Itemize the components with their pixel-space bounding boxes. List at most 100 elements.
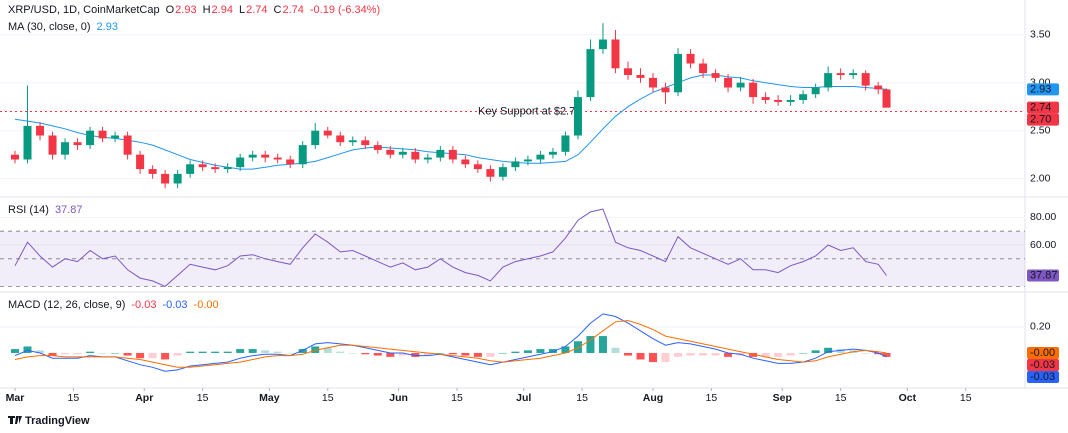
candle-body [786,99,795,102]
macd-histogram-bar [261,350,270,353]
legend: XRP/USD, 1D, CoinMarketCap O2.93 H2.94 L2.7… [8,4,380,16]
candle-body [861,73,870,86]
candle-body [699,63,708,74]
candle-body [361,140,370,146]
candle-body [373,145,382,150]
rsi-line [14,208,887,287]
legend-item: 37.87 [55,204,83,216]
x-tick-label: Apr [135,392,153,404]
macd-histogram-bar [86,351,95,353]
legend-item: 2.94 [212,4,233,16]
candle-body [498,167,507,177]
x-tick-label: Aug [643,392,663,404]
macd-histogram-bar [436,352,445,354]
macd-histogram-bar [511,351,520,353]
candle-body [461,159,470,165]
x-tick-label: 15 [576,392,588,404]
candle-body [398,151,407,155]
macd-histogram-bar [36,350,45,353]
price-badge-label: -0.00 [1030,347,1055,359]
x-tick-label: 15 [960,392,972,404]
legend-item: 2.74 [246,4,267,16]
macd-histogram-bar [311,346,320,353]
candle-body [323,130,332,136]
macd-histogram-bar [786,352,795,356]
candle-body [148,169,157,174]
macd-histogram-bar [774,352,783,357]
price-badge-label: 2.70 [1030,114,1051,126]
candle-body [198,164,207,168]
legend-item: 2.93 [175,4,196,16]
x-tick-label: 15 [451,392,463,404]
macd-histogram-bar [211,351,220,353]
macd-histogram-bar [649,352,658,363]
candle-body [98,130,107,139]
macd-histogram-bar [223,351,232,353]
candle-body [711,73,720,78]
legend-item: MA (30, close, 0) [8,21,91,33]
candle-body [536,154,545,160]
macd-histogram-bar [636,352,645,360]
candle-body [261,154,270,158]
candle-body [636,75,645,78]
x-tick-label: 15 [322,392,334,404]
x-tick-label: 15 [197,392,209,404]
price-badge [1027,370,1059,383]
candle-body [486,169,495,177]
macd-histogram-bar [536,349,545,353]
legend: MACD (12, 26, close, 9) -0.03 -0.03 -0.00 [8,299,219,311]
candle-body [836,73,845,76]
candle-body [749,82,758,98]
candle-body [36,125,45,136]
macd-histogram-bar [186,351,195,353]
macd-histogram-bar [273,351,282,353]
macd-histogram-bar [824,347,833,353]
price-badge [1027,358,1059,371]
legend-item: -0.03 [131,299,156,311]
candle-body [724,77,733,88]
legend-item: 2.74 [282,4,303,16]
y-tick-label: 0.20 [1030,321,1051,333]
price-badge [1027,269,1059,282]
macd-histogram-bar [323,347,332,353]
candle-body [436,149,445,158]
legend: MA (30, close, 0) 2.93 [8,21,118,33]
macd-histogram-bar [724,352,733,357]
candle-body [686,53,695,64]
candle-body [423,157,432,160]
legend-item: RSI (14) [8,204,49,216]
macd-histogram-bar [98,352,107,354]
candle-body [573,97,582,136]
macd-histogram-bar [286,352,295,354]
macd-histogram-bar [236,349,245,353]
macd-histogram-bar [11,349,19,353]
candle-body [23,125,32,160]
legend-item: XRP/USD, 1D, CoinMarketCap [8,4,160,16]
legend-item: -0.19 (-6.34%) [310,4,380,16]
legend-item: 2.93 [97,21,118,33]
x-tick-label: Sep [773,392,792,404]
candle-body [286,159,295,165]
legend-item: L [239,4,245,16]
macd-histogram-bar [874,352,883,355]
candle-body [348,140,357,143]
candle-body [598,39,607,50]
y-tick-label: 3.50 [1030,28,1051,40]
candle-body [273,157,282,160]
candle-body [311,130,320,146]
candle-body [86,130,95,146]
macd-histogram-bar [411,352,420,357]
price-badge-label: -0.03 [1030,359,1055,371]
price-badge-label: 2.74 [1030,102,1051,114]
candle-body [211,167,220,170]
y-tick-label: 60.00 [1030,239,1056,251]
x-tick-label: 15 [835,392,847,404]
macd-histogram-bar [836,349,845,353]
macd-histogram-bar [48,352,57,356]
macd-histogram-bar [298,349,307,353]
price-badge [1027,346,1059,359]
macd-histogram-bar [361,352,370,355]
candle-body [223,167,232,170]
candle-body [548,151,557,155]
macd-histogram-bar [586,336,595,353]
